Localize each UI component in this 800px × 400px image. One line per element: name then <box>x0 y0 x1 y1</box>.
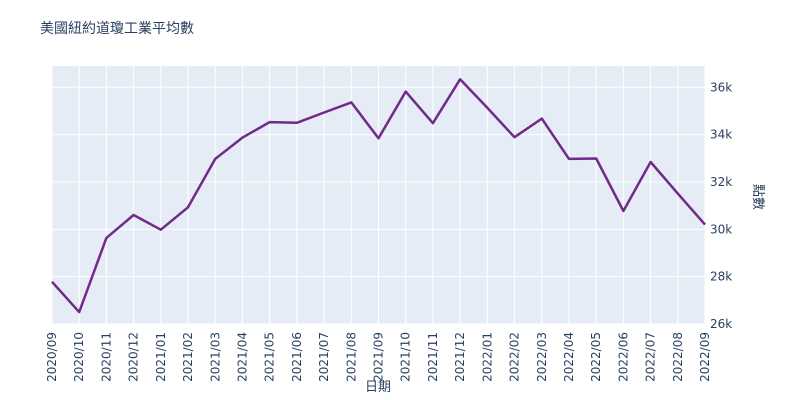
x-axis-tick-labels: 2020/09 2020/10 2020/11 2020/12 2021/01 2021/… <box>45 332 712 382</box>
x-tick-label: 2020/12 <box>127 332 141 382</box>
y-axis-tick-labels: 26k 28k 30k 32k 34k 36k <box>710 80 732 331</box>
chart-title: 美國紐約道瓊工業平均數 <box>40 21 194 37</box>
x-tick-label: 2020/09 <box>45 332 59 382</box>
x-tick-label: 2021/07 <box>317 332 331 382</box>
x-tick-label: 2021/02 <box>181 332 195 382</box>
x-tick-label: 2022/02 <box>508 332 522 382</box>
x-tick-label: 2020/11 <box>99 332 113 382</box>
y-tick-label: 30k <box>710 222 732 236</box>
x-tick-label: 2021/06 <box>290 332 304 382</box>
x-axis-title: 日期 <box>365 380 391 395</box>
y-tick-label: 34k <box>710 128 732 142</box>
x-tick-label: 2021/08 <box>344 332 358 382</box>
y-tick-label: 36k <box>710 80 732 94</box>
x-tick-label: 2022/03 <box>535 332 549 382</box>
x-tick-label: 2021/04 <box>235 332 249 382</box>
y-axis-title: 點數 <box>750 184 765 210</box>
x-tick-label: 2022/04 <box>562 332 576 382</box>
x-tick-label: 2022/09 <box>698 332 712 382</box>
x-tick-label: 2021/01 <box>154 332 168 382</box>
x-tick-label: 2022/06 <box>616 332 630 382</box>
y-tick-label: 26k <box>710 317 732 331</box>
y-tick-label: 28k <box>710 270 732 284</box>
x-tick-label: 2020/10 <box>72 332 86 382</box>
x-tick-label: 2021/05 <box>263 332 277 382</box>
y-tick-label: 32k <box>710 175 732 189</box>
x-tick-label: 2021/11 <box>426 332 440 382</box>
x-tick-label: 2021/12 <box>453 332 467 382</box>
data-line[interactable] <box>51 78 706 314</box>
x-tick-label: 2022/08 <box>671 332 685 382</box>
x-tick-label: 2021/03 <box>208 332 222 382</box>
x-tick-label: 2022/07 <box>644 332 658 382</box>
x-tick-label: 2022/05 <box>589 332 603 382</box>
x-tick-label: 2022/01 <box>480 332 494 382</box>
x-tick-label: 2021/09 <box>372 332 386 382</box>
data-series <box>51 78 706 314</box>
x-tick-label: 2021/10 <box>399 332 413 382</box>
